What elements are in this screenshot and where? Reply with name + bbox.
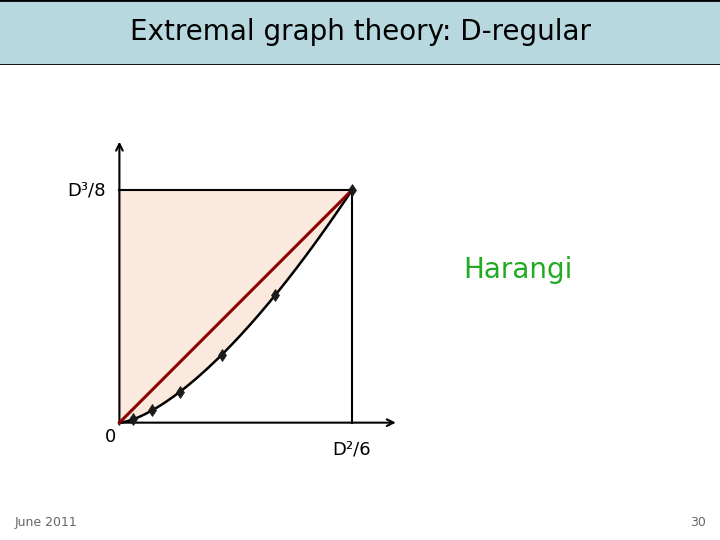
Circle shape	[86, 173, 99, 186]
Text: D²/6: D²/6	[333, 440, 372, 458]
Text: 0: 0	[104, 428, 116, 445]
Text: D³/8: D³/8	[67, 181, 105, 199]
Text: 30: 30	[690, 516, 706, 529]
Text: June 2011: June 2011	[14, 516, 77, 529]
Circle shape	[47, 173, 60, 186]
Circle shape	[434, 435, 447, 448]
Circle shape	[415, 466, 429, 479]
Polygon shape	[120, 190, 352, 423]
Circle shape	[86, 133, 99, 146]
Circle shape	[47, 133, 60, 146]
Text: Extremal graph theory: D-regular: Extremal graph theory: D-regular	[130, 18, 590, 46]
Text: Harangi: Harangi	[464, 256, 573, 284]
Circle shape	[452, 466, 465, 479]
